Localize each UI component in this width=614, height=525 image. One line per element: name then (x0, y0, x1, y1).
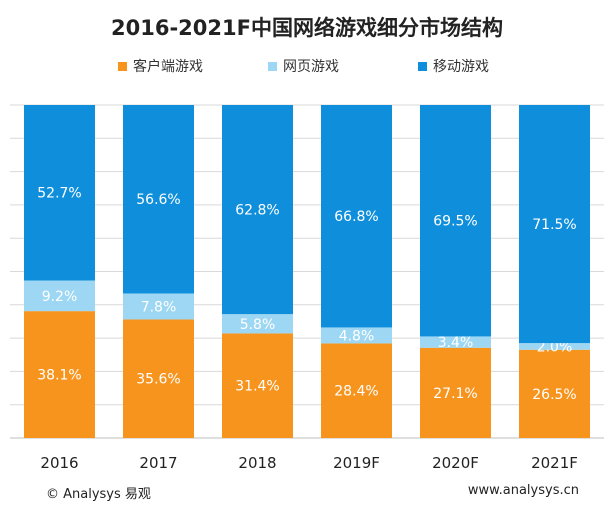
data-label-client-2018: 31.4% (235, 379, 279, 395)
legend-swatch-web (268, 61, 277, 71)
x-tick-label-2020F: 2020F (432, 454, 479, 472)
legend-item-client: 客户端游戏 (118, 56, 203, 76)
legend-swatch-mobile (418, 61, 427, 71)
bar-segment-client-2019F (321, 343, 392, 438)
data-label-mobile-2018: 62.8% (235, 203, 279, 219)
copyright-text: © Analysys 易观 (46, 487, 151, 502)
legend-item-web: 网页游戏 (268, 56, 339, 76)
bar-segment-client-2016 (24, 311, 95, 438)
bar-segment-client-2017 (123, 319, 194, 438)
data-label-client-2019F: 28.4% (334, 384, 378, 400)
legend-item-mobile: 移动游戏 (418, 56, 489, 76)
data-label-mobile-2021F: 71.5% (532, 217, 576, 233)
data-label-web-2018: 5.8% (240, 317, 276, 333)
legend-label-mobile: 移动游戏 (433, 59, 489, 75)
data-label-web-2017: 7.8% (141, 299, 177, 315)
bar-segment-web-2017 (123, 293, 194, 320)
bar-segment-mobile-2018 (222, 105, 293, 315)
bar-segment-client-2018 (222, 333, 293, 438)
x-tick-label-2018: 2018 (238, 454, 276, 472)
bar-segment-web-2021F (519, 343, 590, 350)
data-label-web-2021F: 2.0% (537, 339, 573, 355)
bar-segment-mobile-2016 (24, 105, 95, 281)
bar-segment-mobile-2019F (321, 105, 392, 328)
legend-swatch-client (118, 61, 127, 71)
data-label-client-2016: 38.1% (37, 368, 81, 384)
bar-segment-mobile-2017 (123, 105, 194, 294)
bar-segment-client-2021F (519, 349, 590, 438)
legend: 客户端游戏 网页游戏 移动游戏 (0, 56, 614, 76)
data-label-mobile-2019F: 66.8% (334, 209, 378, 225)
bar-segment-web-2020F (420, 336, 491, 348)
bar-segment-mobile-2020F (420, 105, 491, 337)
data-label-mobile-2020F: 69.5% (433, 214, 477, 230)
data-label-web-2020F: 3.4% (438, 335, 474, 351)
legend-label-web: 网页游戏 (283, 59, 339, 75)
x-tick-label-2019F: 2019F (333, 454, 380, 472)
x-tick-label-2021F: 2021F (531, 454, 578, 472)
bar-segment-web-2016 (24, 280, 95, 312)
x-tick-label-2017: 2017 (139, 454, 177, 472)
data-label-client-2021F: 26.5% (532, 387, 576, 403)
data-label-mobile-2016: 52.7% (37, 186, 81, 202)
chart-title: 2016-2021F中国网络游戏细分市场结构 (111, 16, 503, 40)
data-label-web-2016: 9.2% (42, 289, 78, 305)
bar-segment-web-2019F (321, 327, 392, 344)
x-tick-label-2016: 2016 (40, 454, 78, 472)
data-label-mobile-2017: 56.6% (136, 192, 180, 208)
bar-segment-web-2018 (222, 314, 293, 334)
data-label-client-2017: 35.6% (136, 372, 180, 388)
data-label-client-2020F: 27.1% (433, 386, 477, 402)
bar-segment-client-2020F (420, 347, 491, 438)
legend-label-client: 客户端游戏 (133, 59, 203, 75)
data-label-web-2019F: 4.8% (339, 328, 375, 344)
website-link[interactable]: www.analysys.cn (467, 483, 579, 498)
bar-segment-mobile-2021F (519, 105, 590, 344)
